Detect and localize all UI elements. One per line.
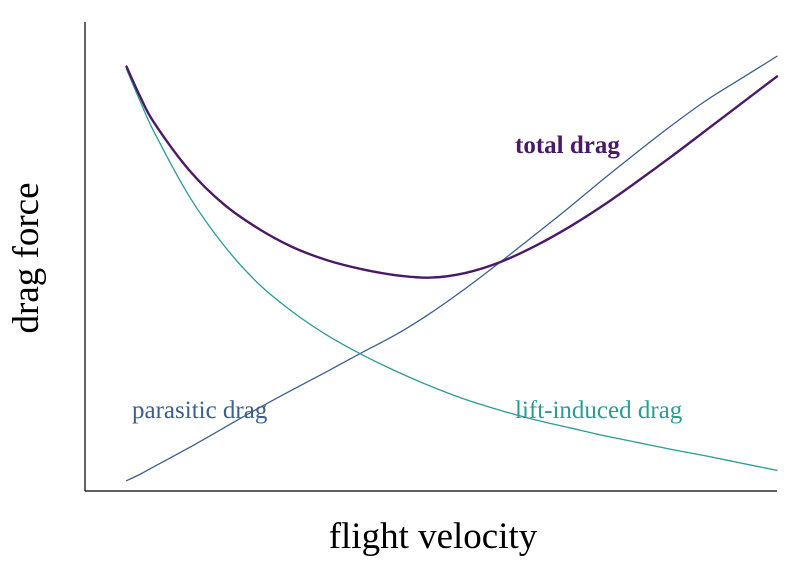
series-line-total-drag <box>125 65 779 279</box>
series-label-parasitic-drag: parasitic drag <box>132 397 268 424</box>
series-line-parasitic-drag <box>125 55 778 482</box>
series-label-total-drag: total drag <box>515 132 620 159</box>
x-axis-label: flight velocity <box>329 516 538 557</box>
y-axis-label: drag force <box>6 183 47 334</box>
series-label-lift-induced-drag: lift-induced drag <box>515 397 683 424</box>
series-line-lift-induced-drag <box>125 68 778 472</box>
series-layer <box>125 55 779 482</box>
